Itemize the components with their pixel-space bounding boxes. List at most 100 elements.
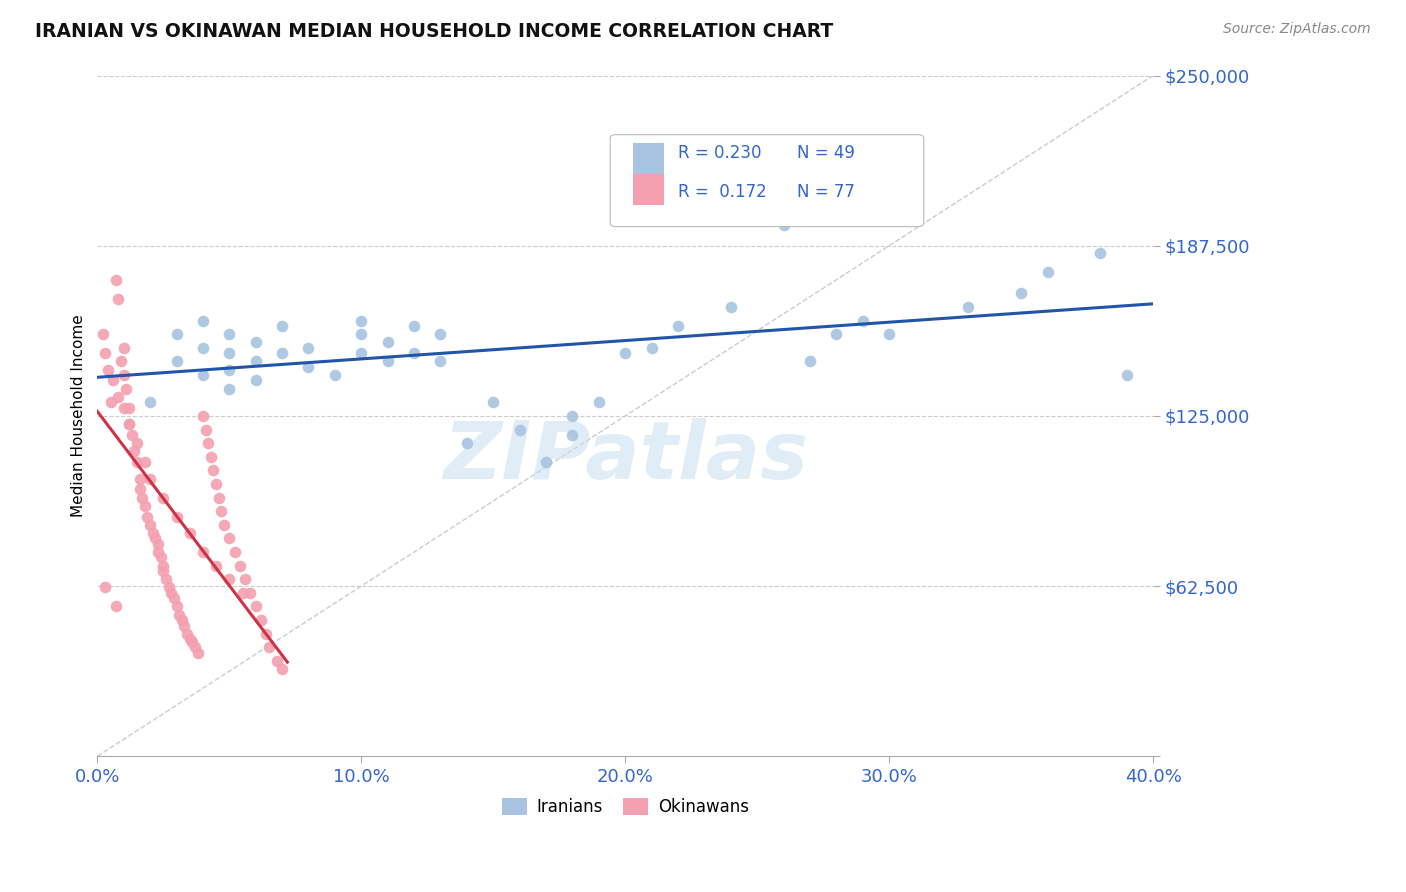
Point <box>179 632 201 647</box>
Point <box>245 374 267 388</box>
Point <box>125 436 148 450</box>
Point <box>139 395 162 409</box>
Point <box>191 313 214 327</box>
Point <box>1036 264 1059 278</box>
Point <box>271 319 294 334</box>
Point <box>167 607 190 622</box>
Point <box>534 455 557 469</box>
Point <box>1115 368 1137 382</box>
Point <box>104 273 127 287</box>
Point <box>152 564 174 578</box>
Point <box>121 428 143 442</box>
Point <box>218 572 240 586</box>
Point <box>218 362 240 376</box>
Point <box>297 359 319 374</box>
Point <box>218 382 240 396</box>
Point <box>205 477 228 491</box>
Point <box>181 635 204 649</box>
Point <box>191 409 214 423</box>
Text: N = 77: N = 77 <box>797 183 855 201</box>
Point <box>166 599 188 614</box>
Point <box>257 640 280 655</box>
Text: Source: ZipAtlas.com: Source: ZipAtlas.com <box>1223 22 1371 37</box>
Point <box>877 327 900 342</box>
Point <box>97 362 120 376</box>
Point <box>146 537 169 551</box>
Point <box>134 455 156 469</box>
Point <box>205 558 228 573</box>
Point <box>139 517 162 532</box>
Point <box>212 517 235 532</box>
Point <box>107 292 129 306</box>
Point <box>271 346 294 360</box>
Point <box>350 313 373 327</box>
Point <box>772 219 794 233</box>
Point <box>239 586 262 600</box>
Point <box>271 662 294 676</box>
Point <box>170 613 193 627</box>
Point <box>350 346 373 360</box>
Point <box>254 626 277 640</box>
Point <box>1010 286 1032 301</box>
Point <box>404 346 426 360</box>
Point <box>482 395 505 409</box>
Point <box>561 409 583 423</box>
Point <box>194 423 217 437</box>
Point <box>266 654 288 668</box>
Point <box>640 341 662 355</box>
Point <box>191 341 214 355</box>
Point <box>112 401 135 415</box>
Point <box>209 504 232 518</box>
Text: N = 49: N = 49 <box>797 144 855 161</box>
Point <box>224 545 246 559</box>
Point <box>115 382 138 396</box>
Point <box>94 581 117 595</box>
Point <box>197 436 219 450</box>
Text: R =  0.172: R = 0.172 <box>678 183 766 201</box>
Point <box>509 423 531 437</box>
Point <box>104 599 127 614</box>
Point <box>404 319 426 334</box>
Point <box>136 509 159 524</box>
Point <box>852 313 875 327</box>
Point <box>160 586 183 600</box>
Point <box>118 417 141 431</box>
Point <box>825 327 848 342</box>
Point <box>720 300 742 314</box>
Point <box>166 509 188 524</box>
Point <box>100 395 122 409</box>
Point <box>666 319 689 334</box>
Point <box>112 368 135 382</box>
Point <box>149 550 172 565</box>
Point <box>245 335 267 350</box>
Point <box>231 586 253 600</box>
Point <box>152 558 174 573</box>
Point <box>146 545 169 559</box>
Point <box>218 346 240 360</box>
Point <box>139 471 162 485</box>
Point <box>588 395 610 409</box>
Point <box>218 532 240 546</box>
Legend: Iranians, Okinawans: Iranians, Okinawans <box>495 791 755 822</box>
Point <box>166 327 188 342</box>
Text: ZIPatlas: ZIPatlas <box>443 417 807 496</box>
Y-axis label: Median Household Income: Median Household Income <box>72 315 86 517</box>
Point <box>131 491 153 505</box>
Point <box>245 599 267 614</box>
Point <box>179 526 201 541</box>
Point <box>112 341 135 355</box>
Point <box>191 545 214 559</box>
Point <box>128 471 150 485</box>
Point <box>350 327 373 342</box>
Point <box>191 368 214 382</box>
Point <box>128 483 150 497</box>
Point <box>176 626 198 640</box>
Text: R = 0.230: R = 0.230 <box>678 144 761 161</box>
Point <box>250 613 273 627</box>
Point <box>187 646 209 660</box>
Point <box>200 450 222 464</box>
Point <box>184 640 207 655</box>
Point <box>124 444 146 458</box>
Point <box>91 327 114 342</box>
Point <box>377 335 399 350</box>
